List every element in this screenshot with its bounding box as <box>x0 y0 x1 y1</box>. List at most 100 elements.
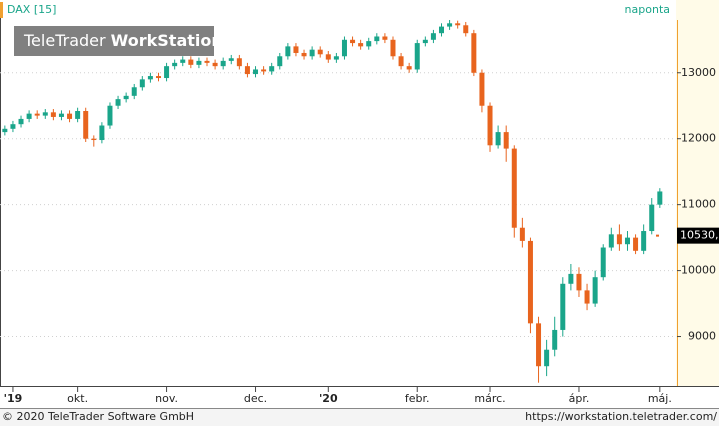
candle-body <box>164 66 170 79</box>
candle-body <box>503 132 509 149</box>
candle-body <box>147 76 153 80</box>
candle-body <box>172 62 178 67</box>
last-dot <box>656 234 659 237</box>
candle-body <box>430 33 436 40</box>
candle-body <box>220 60 226 67</box>
candle-body <box>495 132 501 146</box>
candle-body <box>479 72 485 106</box>
y-tick-label: 10000 <box>681 264 716 277</box>
candle-body <box>406 66 412 70</box>
candle-body <box>123 95 129 100</box>
candle-body <box>366 41 372 47</box>
chart-title: DAX [15] <box>7 3 56 16</box>
x-tick-label: ápr. <box>569 392 590 405</box>
watermark: TeleTrader WorkStation <box>14 26 223 56</box>
candle-body <box>422 39 428 44</box>
candle-body <box>204 60 210 63</box>
candle-body <box>253 69 259 75</box>
watermark-box <box>14 26 214 56</box>
marker <box>0 2 3 18</box>
candle-body <box>358 43 364 47</box>
candle-body <box>471 33 477 73</box>
candle-body <box>2 128 8 133</box>
candle-body <box>374 36 380 42</box>
candle-body <box>212 62 218 67</box>
candle-body <box>309 49 315 57</box>
y-tick-label: 11000 <box>681 198 716 211</box>
candle-body <box>10 124 16 129</box>
candle-body <box>657 191 663 205</box>
candle-body <box>188 59 194 65</box>
x-tick-label: '19 <box>4 392 23 405</box>
candle-body <box>398 56 404 67</box>
candle-body <box>83 111 89 139</box>
candle-body <box>75 111 81 119</box>
x-tick-label: márc. <box>474 392 505 405</box>
candle-body <box>584 290 590 304</box>
candle-body <box>536 323 542 367</box>
candle-body <box>333 56 339 60</box>
candle-body <box>439 26 445 34</box>
candle-body <box>527 240 533 324</box>
period: naponta <box>625 3 670 16</box>
candle-body <box>641 231 647 251</box>
x-tick-label: febr. <box>405 392 430 405</box>
candle-body <box>91 138 97 141</box>
candle-body <box>180 59 186 63</box>
candle-body <box>107 105 113 126</box>
candle-body <box>390 39 396 57</box>
y-tick-label: 9000 <box>688 330 716 343</box>
y-tick-label: 13000 <box>681 66 716 79</box>
last-label: 10530, <box>680 229 719 242</box>
candle-body <box>624 237 630 245</box>
candle-body <box>633 237 639 251</box>
watermark-a: TeleTrader <box>23 31 106 50</box>
footer <box>0 408 719 426</box>
candle-body <box>34 113 40 116</box>
candle-body <box>487 105 493 146</box>
candle-body <box>608 234 614 248</box>
candle-body <box>50 112 56 117</box>
watermark-b: WorkStation <box>111 31 223 50</box>
url: https://workstation.teletrader.com/ <box>525 410 717 423</box>
candle-body <box>261 69 267 72</box>
candle-body <box>447 23 453 27</box>
candle-body <box>236 58 242 67</box>
candle-body <box>600 247 606 278</box>
x-tick-label: '20 <box>319 392 338 405</box>
watermark-text: TeleTrader WorkStation <box>23 31 223 50</box>
candle-body <box>293 46 299 53</box>
candle-body <box>463 25 469 34</box>
candle-body <box>285 46 291 57</box>
candle-body <box>350 39 356 44</box>
candle-body <box>67 113 73 119</box>
candle-body <box>341 39 347 57</box>
x-tick-label: nov. <box>155 392 178 405</box>
candle-body <box>139 79 145 88</box>
y-tick-label: 12000 <box>681 132 716 145</box>
candle-body <box>317 49 323 55</box>
x-tick-label: dec. <box>244 392 267 405</box>
candle-body <box>269 66 275 72</box>
candle-body <box>196 60 202 65</box>
candle-body <box>155 76 161 79</box>
candle-body <box>58 113 64 117</box>
candle-body <box>519 227 525 241</box>
x-tick-label: okt. <box>67 392 88 405</box>
candle-body <box>568 273 574 284</box>
candle-body <box>18 118 24 125</box>
candle-body <box>131 87 137 96</box>
candle-body <box>244 66 250 75</box>
axis-panel <box>676 0 719 386</box>
candle-body <box>560 283 566 330</box>
candle-body <box>277 56 283 67</box>
candle-body <box>511 148 517 228</box>
candle-body <box>42 112 48 116</box>
candle-body <box>649 204 655 232</box>
candle-body <box>301 52 307 57</box>
candle-body <box>99 125 105 141</box>
last-box <box>677 227 719 244</box>
candle-body <box>576 273 582 291</box>
